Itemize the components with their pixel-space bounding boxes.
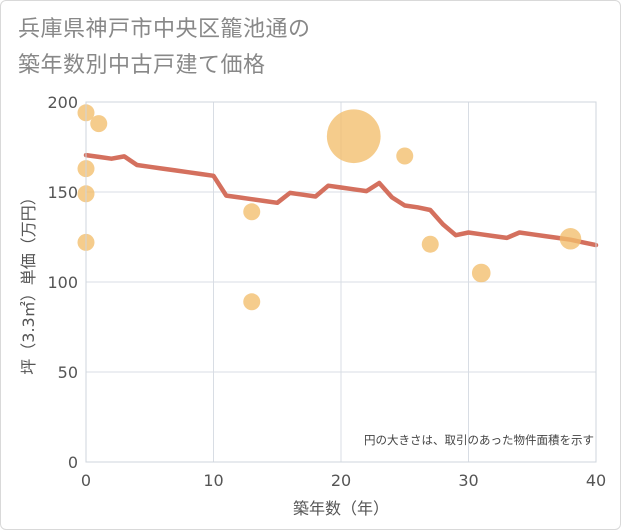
plot-border	[85, 101, 597, 463]
bubble-point	[326, 109, 381, 164]
y-tick-label: 50	[58, 363, 78, 382]
y-tick-label: 100	[47, 273, 78, 292]
bubble-point	[471, 263, 491, 283]
x-axis-label: 築年数（年）	[293, 499, 389, 518]
x-tick-label: 0	[81, 471, 91, 490]
bubble-point	[243, 203, 261, 221]
bubble-size-note: 円の大きさは、取引のあった物件面積を示す	[364, 433, 594, 447]
x-tick-label: 40	[586, 471, 606, 490]
bubble-point	[421, 235, 439, 253]
y-axis-ticks: 0 50 100 150 200	[47, 93, 78, 472]
y-tick-label: 200	[47, 93, 78, 112]
y-tick-label: 150	[47, 183, 78, 202]
x-tick-label: 30	[458, 471, 478, 490]
y-tick-label: 0	[68, 453, 78, 472]
bubble-point	[243, 293, 261, 311]
bubble-point	[396, 147, 414, 165]
y-axis-label: 坪（3.3㎡）単価（万円）	[19, 189, 38, 374]
x-tick-label: 10	[203, 471, 223, 490]
trend-line	[83, 152, 599, 248]
chart-title: 兵庫県神戸市中央区籠池通の 築年数別中古戸建て価格	[18, 12, 311, 84]
x-axis-ticks: 0 10 20 30 40	[81, 471, 606, 490]
x-tick-label: 20	[331, 471, 351, 490]
trend-layer	[83, 152, 599, 248]
title-line-1: 兵庫県神戸市中央区籠池通の	[18, 17, 311, 42]
bubble-point	[559, 228, 582, 250]
bubble-point	[90, 115, 108, 133]
title-line-2: 築年数別中古戸建て価格	[18, 53, 266, 78]
